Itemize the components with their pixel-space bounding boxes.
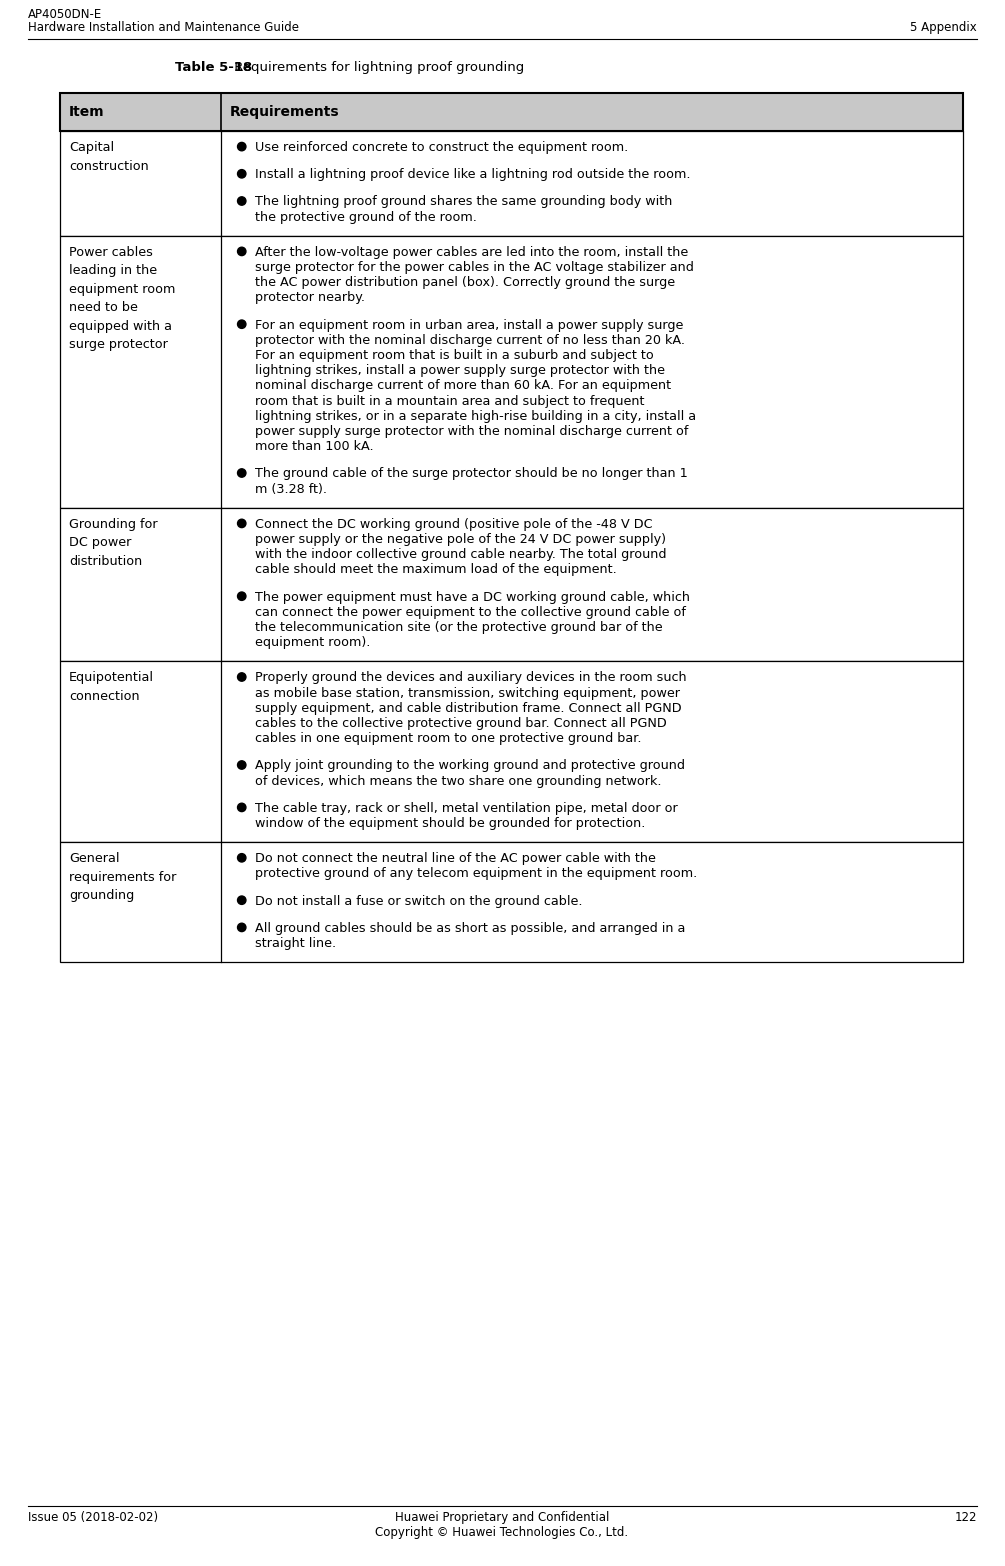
Text: room that is built in a mountain area and subject to frequent: room that is built in a mountain area an… xyxy=(254,395,644,407)
Circle shape xyxy=(237,247,246,255)
Text: Huawei Proprietary and Confidential
Copyright © Huawei Technologies Co., Ltd.: Huawei Proprietary and Confidential Copy… xyxy=(376,1511,628,1539)
Text: power supply or the negative pole of the 24 V DC power supply): power supply or the negative pole of the… xyxy=(254,532,665,547)
Text: surge protector for the power cables in the AC voltage stabilizer and: surge protector for the power cables in … xyxy=(254,262,693,274)
Text: protector with the nominal discharge current of no less than 20 kA.: protector with the nominal discharge cur… xyxy=(254,334,684,346)
Text: the telecommunication site (or the protective ground bar of the: the telecommunication site (or the prote… xyxy=(254,622,662,634)
Text: Table 5-18: Table 5-18 xyxy=(175,61,252,74)
Circle shape xyxy=(237,924,246,932)
Bar xyxy=(60,92,963,132)
Text: lightning strikes, install a power supply surge protector with the: lightning strikes, install a power suppl… xyxy=(254,365,664,377)
Text: Do not connect the neutral line of the AC power cable with the: Do not connect the neutral line of the A… xyxy=(254,852,655,864)
Text: 122: 122 xyxy=(955,1511,977,1524)
Text: The lightning proof ground shares the same grounding body with: The lightning proof ground shares the sa… xyxy=(254,196,672,208)
Text: After the low-voltage power cables are led into the room, install the: After the low-voltage power cables are l… xyxy=(254,246,688,258)
Text: Grounding for
DC power
distribution: Grounding for DC power distribution xyxy=(69,518,158,568)
Text: The cable tray, rack or shell, metal ventilation pipe, metal door or: The cable tray, rack or shell, metal ven… xyxy=(254,802,677,814)
Circle shape xyxy=(237,761,246,769)
Text: protective ground of any telecom equipment in the equipment room.: protective ground of any telecom equipme… xyxy=(254,868,697,880)
Text: straight line.: straight line. xyxy=(254,936,336,951)
Text: 5 Appendix: 5 Appendix xyxy=(911,20,977,34)
Text: can connect the power equipment to the collective ground cable of: can connect the power equipment to the c… xyxy=(254,606,685,619)
Text: equipment room).: equipment room). xyxy=(254,636,370,650)
Circle shape xyxy=(237,520,246,528)
Text: Issue 05 (2018-02-02): Issue 05 (2018-02-02) xyxy=(28,1511,158,1524)
Text: Hardware Installation and Maintenance Guide: Hardware Installation and Maintenance Gu… xyxy=(28,20,299,34)
Circle shape xyxy=(237,853,246,861)
Text: Power cables
leading in the
equipment room
need to be
equipped with a
surge prot: Power cables leading in the equipment ro… xyxy=(69,246,176,351)
Text: General
requirements for
grounding: General requirements for grounding xyxy=(69,852,176,902)
Text: Requirements: Requirements xyxy=(230,105,340,119)
Text: the protective ground of the room.: the protective ground of the room. xyxy=(254,210,476,224)
Text: Requirements for lightning proof grounding: Requirements for lightning proof groundi… xyxy=(230,61,525,74)
Circle shape xyxy=(237,169,246,179)
Text: nominal discharge current of more than 60 kA. For an equipment: nominal discharge current of more than 6… xyxy=(254,379,671,393)
Text: Use reinforced concrete to construct the equipment room.: Use reinforced concrete to construct the… xyxy=(254,141,628,153)
Bar xyxy=(60,661,963,843)
Text: Properly ground the devices and auxiliary devices in the room such: Properly ground the devices and auxiliar… xyxy=(254,672,686,684)
Text: protector nearby.: protector nearby. xyxy=(254,291,365,304)
Text: lightning strikes, or in a separate high-rise building in a city, install a: lightning strikes, or in a separate high… xyxy=(254,410,695,423)
Text: window of the equipment should be grounded for protection.: window of the equipment should be ground… xyxy=(254,817,645,830)
Bar xyxy=(60,843,963,962)
Text: Connect the DC working ground (positive pole of the -48 V DC: Connect the DC working ground (positive … xyxy=(254,518,652,531)
Text: Item: Item xyxy=(69,105,105,119)
Text: m (3.28 ft).: m (3.28 ft). xyxy=(254,482,327,495)
Circle shape xyxy=(237,592,246,600)
Text: For an equipment room in urban area, install a power supply surge: For an equipment room in urban area, ins… xyxy=(254,318,683,332)
Text: For an equipment room that is built in a suburb and subject to: For an equipment room that is built in a… xyxy=(254,349,653,362)
Text: All ground cables should be as short as possible, and arranged in a: All ground cables should be as short as … xyxy=(254,922,685,935)
Text: with the indoor collective ground cable nearby. The total ground: with the indoor collective ground cable … xyxy=(254,548,666,561)
Text: cables in one equipment room to one protective ground bar.: cables in one equipment room to one prot… xyxy=(254,733,641,745)
Bar xyxy=(60,507,963,661)
Bar xyxy=(60,236,963,507)
Text: more than 100 kA.: more than 100 kA. xyxy=(254,440,374,453)
Circle shape xyxy=(237,319,246,329)
Text: as mobile base station, transmission, switching equipment, power: as mobile base station, transmission, sw… xyxy=(254,686,679,700)
Circle shape xyxy=(237,143,246,150)
Text: Equipotential
connection: Equipotential connection xyxy=(69,672,154,703)
Circle shape xyxy=(237,803,246,811)
Text: Install a lightning proof device like a lightning rod outside the room.: Install a lightning proof device like a … xyxy=(254,168,690,182)
Text: The power equipment must have a DC working ground cable, which: The power equipment must have a DC worki… xyxy=(254,590,689,603)
Text: cables to the collective protective ground bar. Connect all PGND: cables to the collective protective grou… xyxy=(254,717,666,730)
Circle shape xyxy=(237,197,246,205)
Text: power supply surge protector with the nominal discharge current of: power supply surge protector with the no… xyxy=(254,424,688,438)
Text: cable should meet the maximum load of the equipment.: cable should meet the maximum load of th… xyxy=(254,564,616,576)
Text: the AC power distribution panel (box). Correctly ground the surge: the AC power distribution panel (box). C… xyxy=(254,276,675,290)
Text: supply equipment, and cable distribution frame. Connect all PGND: supply equipment, and cable distribution… xyxy=(254,702,681,714)
Circle shape xyxy=(237,896,246,905)
Text: Do not install a fuse or switch on the ground cable.: Do not install a fuse or switch on the g… xyxy=(254,894,582,908)
Text: The ground cable of the surge protector should be no longer than 1: The ground cable of the surge protector … xyxy=(254,467,687,481)
Bar xyxy=(60,132,963,236)
Text: of devices, which means the two share one grounding network.: of devices, which means the two share on… xyxy=(254,775,661,788)
Circle shape xyxy=(237,468,246,478)
Text: Capital
construction: Capital construction xyxy=(69,141,149,172)
Text: AP4050DN-E: AP4050DN-E xyxy=(28,8,103,20)
Text: Apply joint grounding to the working ground and protective ground: Apply joint grounding to the working gro… xyxy=(254,760,684,772)
Circle shape xyxy=(237,673,246,681)
